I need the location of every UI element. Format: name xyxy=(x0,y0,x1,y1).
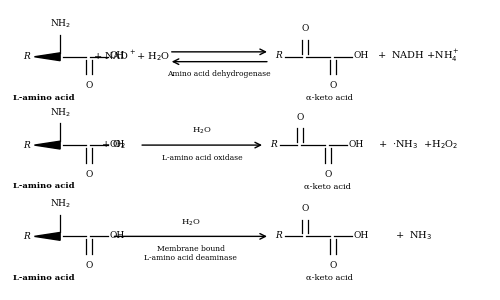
Text: H$_2$O: H$_2$O xyxy=(192,126,212,136)
Text: R: R xyxy=(275,231,281,240)
Text: +  NADH +NH$_4^+$: + NADH +NH$_4^+$ xyxy=(376,48,460,64)
Text: OH: OH xyxy=(349,140,364,148)
Text: OH: OH xyxy=(354,51,369,60)
Text: NH$_2$: NH$_2$ xyxy=(50,106,70,118)
Text: NH$_2$: NH$_2$ xyxy=(50,197,70,210)
Text: O: O xyxy=(330,81,337,90)
Text: +  NH$_3$: + NH$_3$ xyxy=(394,229,432,242)
Text: L-amino acid oxidase: L-amino acid oxidase xyxy=(162,154,242,162)
Text: O: O xyxy=(302,24,309,33)
Text: L-amino acid deaminase: L-amino acid deaminase xyxy=(144,254,237,262)
Text: OH: OH xyxy=(110,140,125,148)
Text: O: O xyxy=(85,169,92,178)
Text: α-keto acid: α-keto acid xyxy=(306,94,352,102)
Text: R: R xyxy=(270,140,276,148)
Text: R: R xyxy=(22,52,30,61)
Polygon shape xyxy=(34,232,60,240)
Text: Amino acid dehydrogenase: Amino acid dehydrogenase xyxy=(168,70,271,79)
Text: + O$_2$: + O$_2$ xyxy=(101,138,126,151)
Text: O: O xyxy=(324,169,332,178)
Text: R: R xyxy=(22,232,30,241)
Text: H$_2$O: H$_2$O xyxy=(181,217,201,227)
Text: +  ·NH$_3$  +H$_2$O$_2$: + ·NH$_3$ +H$_2$O$_2$ xyxy=(378,138,458,151)
Text: α-keto acid: α-keto acid xyxy=(304,182,350,190)
Text: NH$_2$: NH$_2$ xyxy=(50,18,70,30)
Text: OH: OH xyxy=(110,231,125,240)
Polygon shape xyxy=(34,53,60,61)
Text: O: O xyxy=(85,81,92,90)
Text: O: O xyxy=(330,261,337,270)
Text: R: R xyxy=(22,141,30,150)
Text: O: O xyxy=(85,261,92,270)
Text: Membrane bound: Membrane bound xyxy=(156,245,224,253)
Text: OH: OH xyxy=(110,51,125,60)
Text: + NAD$^+$+ H$_2$O: + NAD$^+$+ H$_2$O xyxy=(92,48,170,63)
Text: α-keto acid: α-keto acid xyxy=(306,274,352,282)
Text: L-amino acid: L-amino acid xyxy=(14,182,75,190)
Text: L-amino acid: L-amino acid xyxy=(14,94,75,102)
Text: O: O xyxy=(302,204,309,213)
Polygon shape xyxy=(34,141,60,149)
Text: O: O xyxy=(296,112,304,122)
Text: L-amino acid: L-amino acid xyxy=(14,274,75,282)
Text: OH: OH xyxy=(354,231,369,240)
Text: R: R xyxy=(275,51,281,60)
